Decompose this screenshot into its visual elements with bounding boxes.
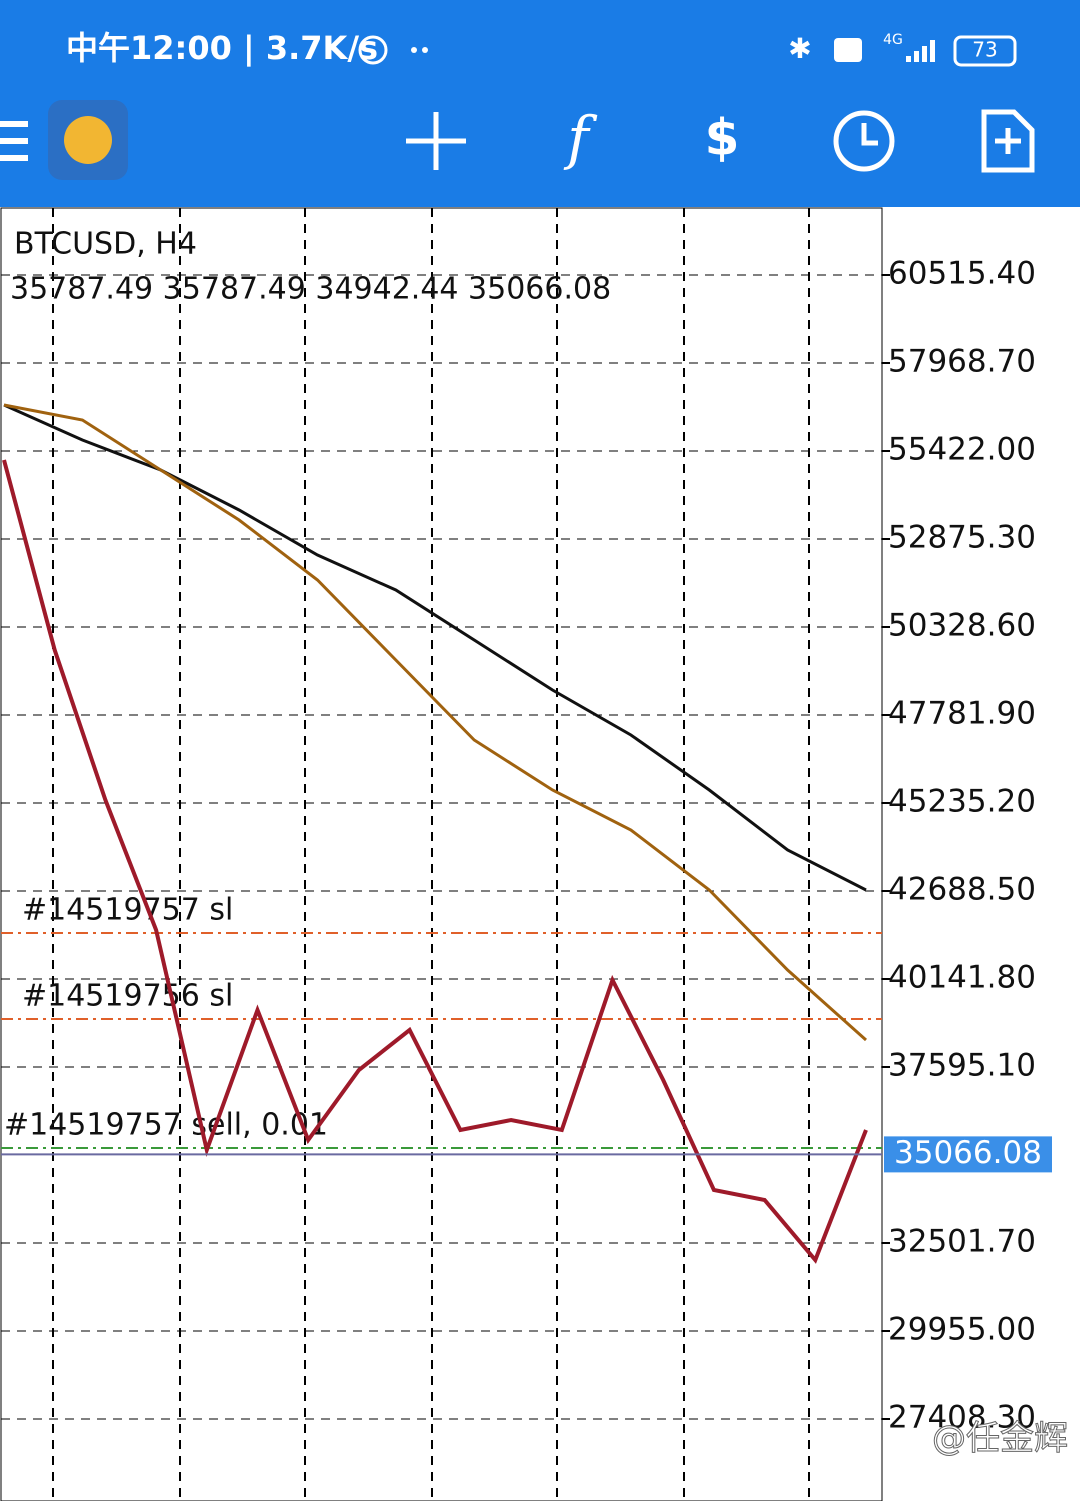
new-order-button[interactable]: [981, 109, 1035, 173]
trade-button[interactable]: $: [705, 109, 740, 167]
y-tick-label: 57968.70: [888, 344, 1036, 380]
network-type: 4G: [883, 32, 903, 48]
signal-icon: [906, 40, 935, 62]
series-line: [3, 403, 867, 892]
y-tick-label: 37595.10: [888, 1047, 1036, 1083]
battery-icon: [953, 35, 1017, 67]
y-tick-label: 45235.20: [888, 783, 1036, 819]
chart: [0, 207, 883, 1502]
order-label: #14519757 sl: [22, 893, 233, 928]
series-line: [2, 459, 868, 1264]
watermark: @任金辉: [932, 1419, 1068, 1459]
chart-frame: [0, 207, 883, 1502]
vertical-grid: [52, 208, 810, 1501]
crosshair-button[interactable]: [406, 112, 466, 170]
dot: [422, 47, 428, 53]
current-price-label: 35066.08: [894, 1135, 1042, 1171]
current-price-box: [884, 1136, 1052, 1173]
alarm-icon: [358, 35, 388, 65]
ohlc-label: 35787.49 35787.49 34942.44 35066.08: [10, 272, 611, 307]
y-tick-label: 29955.00: [888, 1311, 1036, 1347]
symbol-label: BTCUSD, H4: [14, 227, 197, 262]
dot: [411, 47, 417, 53]
timeframe-button[interactable]: [833, 110, 895, 172]
bluetooth-icon: ✱: [788, 32, 811, 65]
app-icon-logo: [64, 116, 112, 164]
order-label: #14519756 sl: [22, 979, 233, 1014]
y-tick-label: 27408.30: [888, 1399, 1036, 1435]
y-tick-label: 50328.60: [888, 607, 1036, 643]
status-time: 中午12:00 | 3.7K/s: [66, 29, 378, 68]
series-line: [3, 403, 867, 1042]
y-tick-label: 60515.40: [888, 256, 1036, 292]
y-tick-label: 42688.50: [888, 871, 1036, 907]
menu-button[interactable]: [0, 121, 28, 161]
y-tick-label: 40141.80: [888, 959, 1036, 995]
hd-icon: [834, 38, 862, 62]
battery-level: 73: [972, 38, 997, 62]
y-tick-label: 32501.70: [888, 1223, 1036, 1259]
y-tick-label: 55422.00: [888, 431, 1036, 467]
order-label: #14519757 sell, 0.01: [4, 1108, 328, 1143]
y-tick-label: 52875.30: [888, 519, 1036, 555]
clock-hands: [861, 123, 878, 146]
y-tick-label: 47781.90: [888, 695, 1036, 731]
top-bar: [0, 0, 1080, 207]
